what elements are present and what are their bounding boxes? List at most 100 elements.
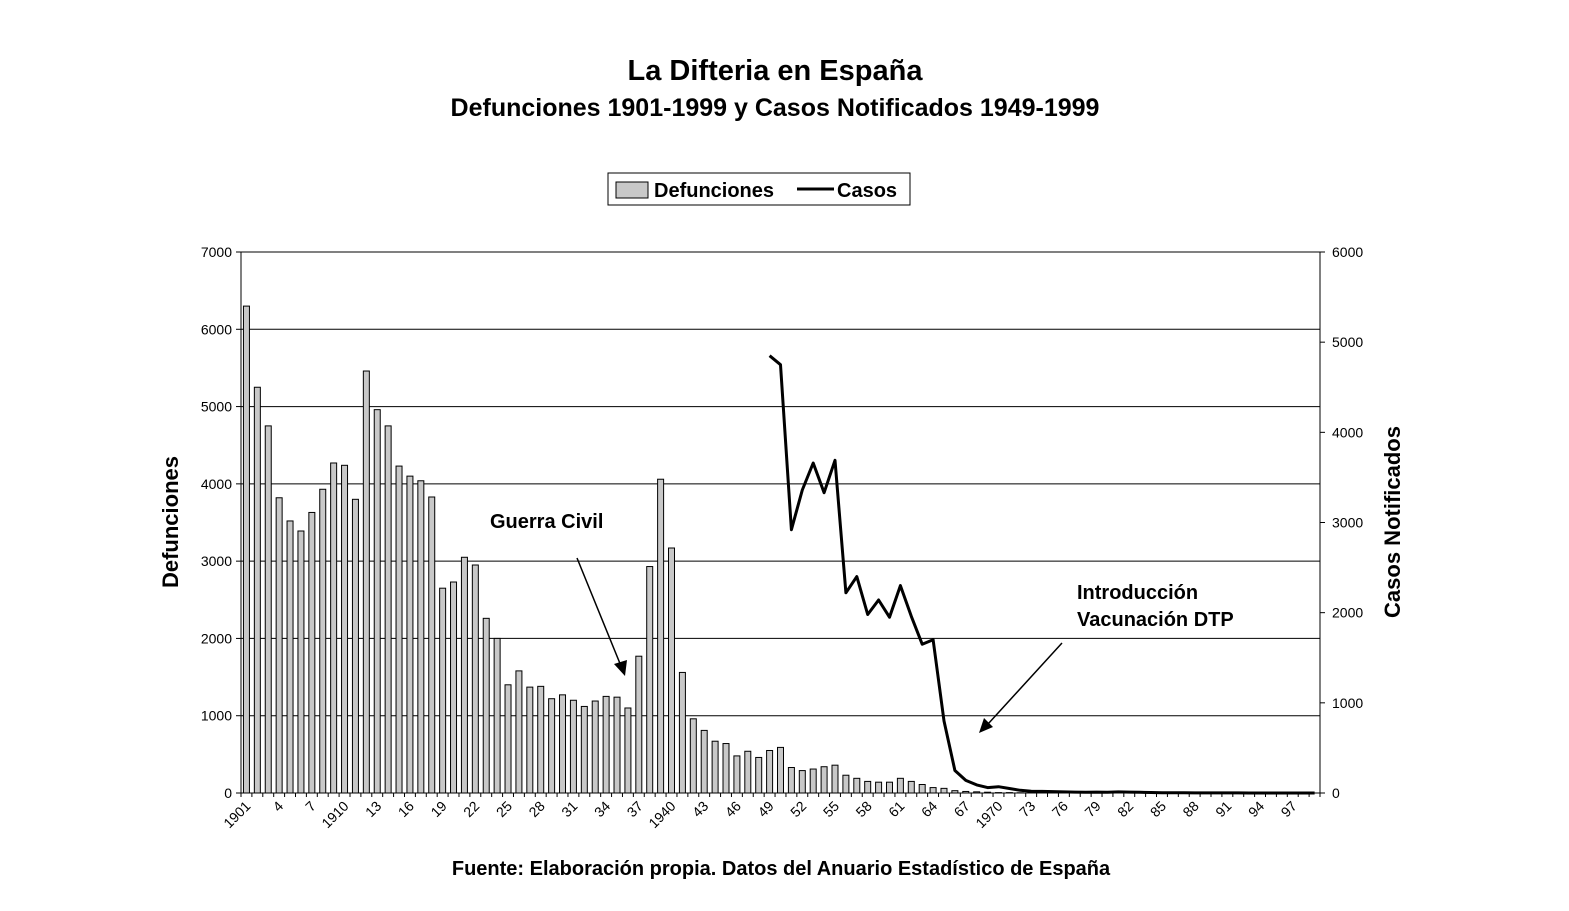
bar	[428, 496, 436, 794]
bar	[580, 705, 588, 794]
axes	[240, 252, 1321, 794]
bar	[744, 750, 752, 794]
bar	[482, 617, 490, 794]
x-tick-label: 1970	[972, 798, 1005, 831]
x-tick-label: 7	[302, 798, 319, 815]
annotation-vacunacion-line2: Vacunación DTP	[1077, 609, 1234, 631]
bar	[940, 787, 948, 794]
x-tick-label: 67	[951, 798, 973, 820]
legend: Defunciones Casos	[607, 172, 911, 206]
y-axis-left-title: Defunciones	[158, 456, 183, 588]
annotation-guerra-civil-arrowhead	[614, 660, 627, 676]
bar	[537, 685, 545, 794]
y-axis-right-ticks: 0 1000 2000 3000 4000 5000 6000	[1320, 244, 1363, 801]
line-series-casos	[768, 354, 1315, 795]
x-tick-label: 79	[1081, 798, 1103, 820]
y2-tick-label: 3000	[1332, 515, 1363, 531]
bar	[242, 305, 250, 794]
x-tick-label: 73	[1016, 798, 1038, 820]
bar	[918, 783, 926, 794]
y2-tick-label: 2000	[1332, 605, 1363, 621]
x-tick-label: 31	[558, 798, 580, 820]
bar	[362, 370, 370, 794]
bar	[820, 766, 828, 794]
x-tick-label: 85	[1147, 798, 1169, 820]
bar	[319, 488, 327, 794]
bar	[548, 698, 556, 794]
legend-swatch-defunciones	[615, 181, 649, 199]
x-tick-label: 28	[525, 798, 547, 820]
legend-label-defunciones: Defunciones	[654, 180, 774, 202]
y2-tick-label: 6000	[1332, 244, 1363, 260]
bar-series-defunciones	[242, 305, 1155, 794]
annotation-vacunacion-arrow	[987, 642, 1063, 725]
bar	[395, 465, 403, 794]
annotation-guerra-civil-text: Guerra Civil	[490, 511, 603, 533]
annotation-guerra-civil-arrow	[576, 557, 622, 667]
y-tick-label: 3000	[201, 553, 232, 569]
annotation-guerra-civil: Guerra Civil	[490, 511, 627, 676]
bar	[275, 497, 283, 794]
annotation-vacunacion: Introducción Vacunación DTP	[979, 582, 1234, 733]
x-tick-label: 22	[460, 798, 482, 820]
y-axis-left-ticks: 0 1000 2000 3000 4000 5000 6000 7000	[201, 244, 241, 801]
bar	[613, 696, 621, 794]
bar	[515, 670, 523, 794]
bar	[907, 780, 915, 794]
y-tick-label: 1000	[201, 708, 232, 724]
bar	[885, 781, 893, 794]
bar	[493, 637, 501, 794]
bar	[809, 768, 817, 794]
bar	[733, 755, 741, 794]
bar	[460, 556, 468, 794]
bar	[384, 425, 392, 794]
bar	[929, 787, 937, 794]
x-tick-label: 88	[1179, 798, 1201, 820]
casos-line	[768, 354, 1315, 795]
x-tick-label: 91	[1212, 798, 1234, 820]
bar	[559, 694, 567, 794]
x-tick-label: 49	[754, 798, 776, 820]
bar	[253, 386, 261, 794]
x-tick-label: 58	[852, 798, 874, 820]
bar	[635, 655, 643, 794]
y2-tick-label: 1000	[1332, 695, 1363, 711]
bar	[864, 780, 872, 794]
bar	[286, 520, 294, 794]
bar	[602, 695, 610, 794]
bar	[406, 475, 414, 794]
bar	[777, 746, 784, 794]
bar	[657, 478, 665, 794]
bar	[439, 587, 447, 794]
bar	[766, 749, 774, 794]
x-tick-label: 13	[362, 798, 384, 820]
bar	[569, 699, 577, 794]
bar	[875, 781, 883, 794]
bar	[755, 756, 763, 794]
bar	[689, 718, 697, 794]
bar	[373, 409, 381, 794]
x-tick-label: 61	[885, 798, 907, 820]
x-tick-label: 76	[1049, 798, 1071, 820]
x-tick-label: 25	[493, 798, 515, 820]
bar	[624, 707, 632, 794]
x-tick-label: 4	[269, 798, 286, 815]
y2-tick-label: 4000	[1332, 424, 1363, 440]
x-tick-label: 55	[820, 798, 842, 820]
x-tick-label: 37	[624, 798, 646, 820]
x-tick-label: 16	[395, 798, 417, 820]
y-tick-label: 0	[224, 785, 232, 801]
bar	[264, 425, 272, 794]
bar	[831, 764, 839, 794]
bar	[417, 480, 425, 794]
x-tick-label: 52	[787, 798, 809, 820]
annotation-vacunacion-arrowhead	[979, 718, 993, 733]
x-tick-label: 97	[1278, 798, 1300, 820]
chart-subtitle: Defunciones 1901-1999 y Casos Notificado…	[451, 94, 1100, 122]
x-tick-label: 82	[1114, 798, 1136, 820]
y-tick-label: 7000	[201, 244, 232, 260]
x-tick-label: 64	[918, 798, 940, 820]
bar	[591, 700, 599, 794]
bar	[787, 766, 795, 794]
